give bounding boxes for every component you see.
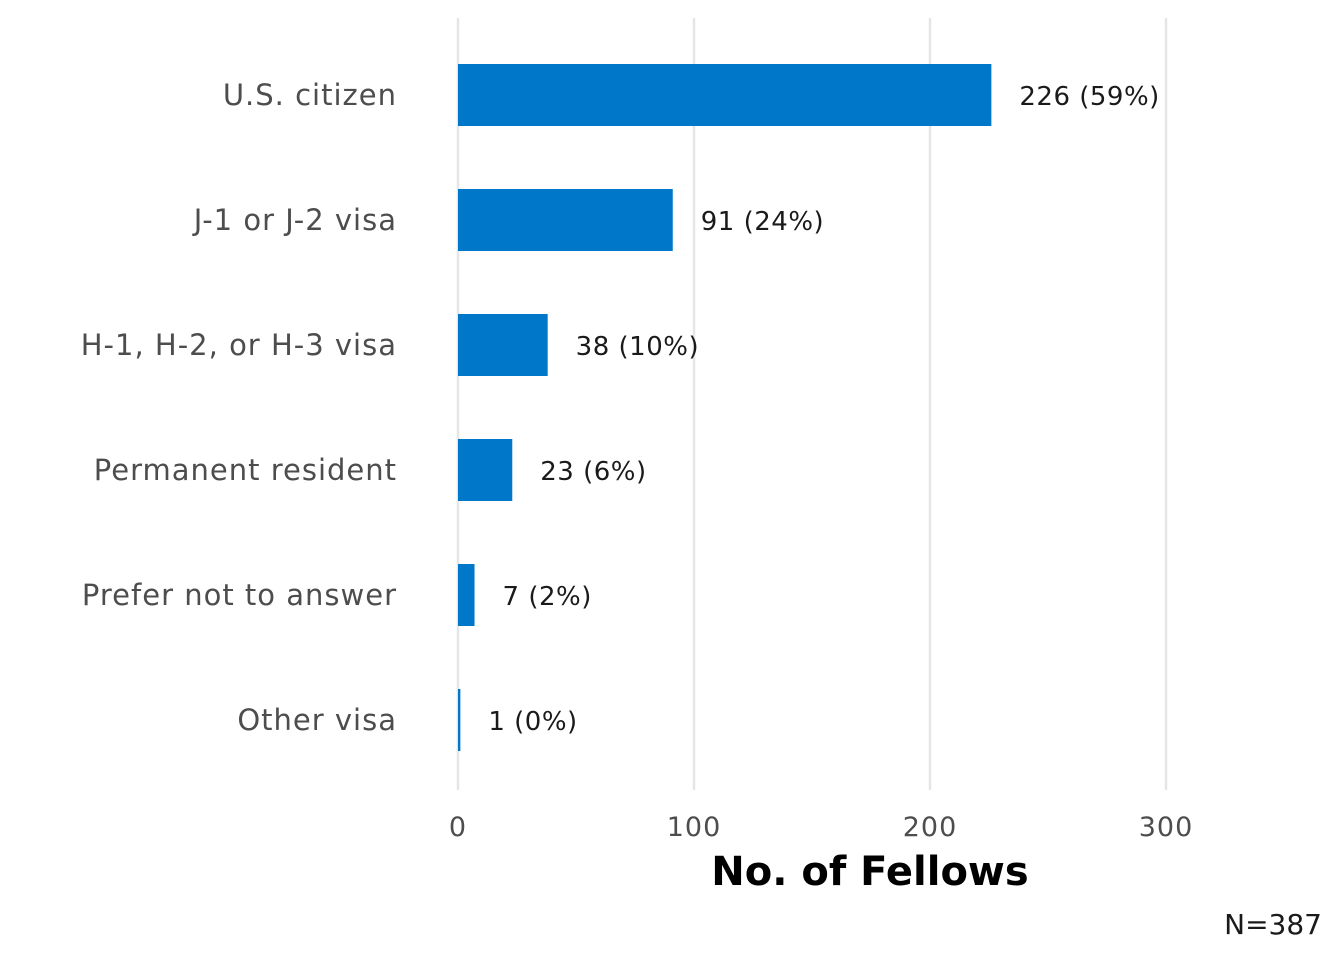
bar: [458, 689, 461, 751]
data-label: 1 (0%): [488, 707, 577, 737]
data-labels: 226 (59%) 91 (24%) 38 (10%) 23 (6%) 7 (2%) 1 …: [488, 82, 1159, 737]
category-label: Permanent resident: [94, 453, 397, 487]
bar: [458, 64, 992, 126]
x-tick-label: 100: [667, 812, 722, 843]
category-labels: U.S. citizen J-1 or J-2 visa H-1, H-2, or …: [81, 78, 397, 737]
x-tick-label: 300: [1139, 812, 1194, 843]
bar: [458, 189, 673, 251]
x-tick-label: 200: [903, 812, 958, 843]
bar: [458, 314, 548, 376]
data-label: 7 (2%): [503, 582, 592, 612]
x-tick-label: 0: [449, 812, 467, 843]
category-label: H-1, H-2, or H-3 visa: [81, 328, 397, 362]
category-label: J-1 or J-2 visa: [192, 203, 397, 237]
bar: [458, 439, 513, 501]
data-label: 226 (59%): [1019, 82, 1159, 112]
x-tick-labels: 0 100 200 300: [449, 812, 1194, 843]
data-label: 91 (24%): [701, 207, 824, 237]
data-label: 38 (10%): [576, 332, 699, 362]
category-label: U.S. citizen: [223, 78, 397, 112]
bars: [458, 64, 992, 751]
bar: [458, 564, 475, 626]
gridlines: [456, 18, 1168, 790]
category-label: Other visa: [237, 703, 397, 737]
sample-size-note: N=387: [1224, 908, 1322, 941]
x-axis-title: No. of Fellows: [711, 849, 1028, 895]
category-label: Prefer not to answer: [82, 578, 397, 612]
data-label: 23 (6%): [540, 457, 646, 487]
